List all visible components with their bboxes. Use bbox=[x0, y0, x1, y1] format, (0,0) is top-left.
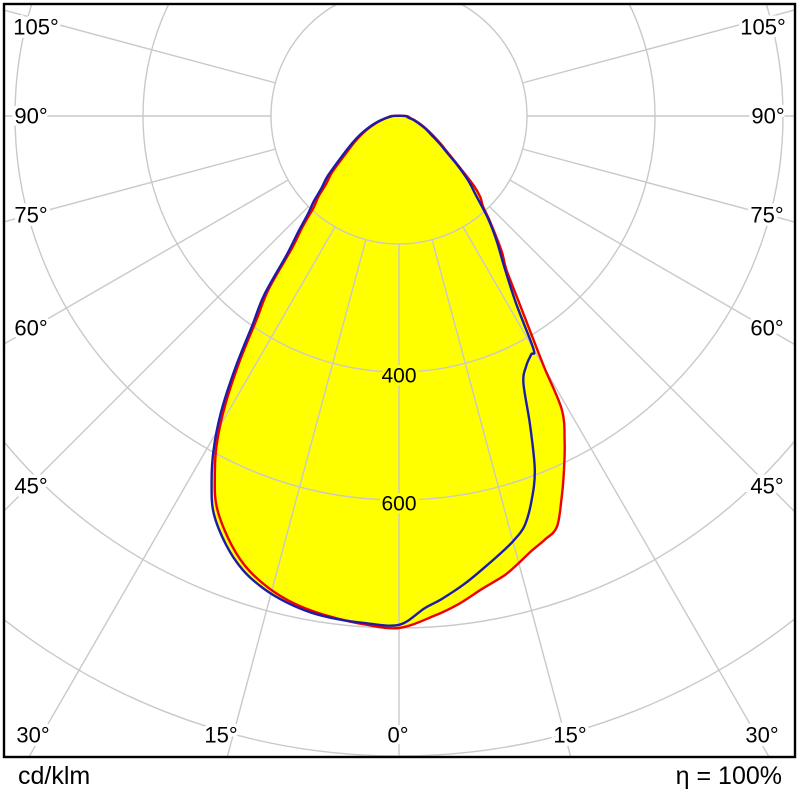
curve-blue bbox=[210, 114, 537, 627]
angle-label-right-30: 30° bbox=[745, 723, 778, 748]
angle-label-right-105: 105° bbox=[740, 15, 786, 40]
plot-border bbox=[2, 2, 797, 759]
angle-label-left-45: 45° bbox=[14, 474, 47, 499]
angle-label-right-15: 15° bbox=[553, 723, 586, 748]
angle-gridline-left-105 bbox=[4, 9, 276, 84]
angle-gridline-right-45 bbox=[489, 206, 795, 513]
angle-label-right-0: 0° bbox=[387, 723, 408, 748]
angle-label-left-30: 30° bbox=[16, 723, 49, 748]
angle-label-left-60: 60° bbox=[14, 316, 47, 341]
ring-label-400: 400 bbox=[381, 365, 416, 388]
angle-gridline-left-75 bbox=[4, 148, 276, 223]
angle-gridline-left-60 bbox=[4, 179, 289, 345]
angle-label-right-75: 75° bbox=[750, 203, 783, 228]
angle-label-right-90: 90° bbox=[751, 104, 784, 129]
angle-label-right-60: 60° bbox=[750, 316, 783, 341]
angle-gridline-right-75 bbox=[522, 148, 795, 223]
unit-label: cd/klm bbox=[18, 762, 90, 790]
angle-gridline-right-15 bbox=[431, 239, 572, 757]
angle-label-left-15: 15° bbox=[204, 723, 237, 748]
efficiency-label: η = 100% bbox=[676, 762, 782, 790]
angle-label-left-75: 75° bbox=[14, 203, 47, 228]
angle-label-left-105: 105° bbox=[13, 15, 59, 40]
angle-gridline-left-45 bbox=[4, 206, 309, 512]
angle-label-left-90: 90° bbox=[14, 104, 47, 129]
angle-gridline-left-15 bbox=[226, 239, 367, 757]
angle-gridline-left-30 bbox=[28, 226, 336, 757]
angle-gridline-right-105 bbox=[522, 9, 795, 84]
angle-label-right-45: 45° bbox=[750, 474, 783, 499]
ring-label-600: 600 bbox=[381, 493, 416, 516]
angle-gridline-right-60 bbox=[509, 179, 795, 346]
